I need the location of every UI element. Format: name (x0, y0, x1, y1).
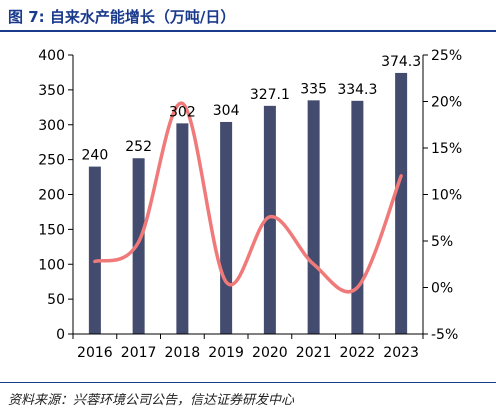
left-tick-label: 200 (38, 188, 65, 204)
x-tick-label-2016: 2016 (77, 345, 113, 361)
left-tick-label: 150 (38, 222, 65, 238)
bar-2016 (88, 166, 101, 334)
right-tick-label: 10% (431, 188, 462, 204)
left-tick-label: 100 (38, 257, 65, 273)
bar-label-2019: 304 (213, 103, 240, 119)
right-tick-label: 15% (431, 141, 462, 157)
bar-label-2018: 302 (169, 104, 196, 120)
right-tick-label: 5% (431, 234, 453, 250)
x-tick-label-2017: 2017 (121, 345, 157, 361)
x-tick-label-2021: 2021 (296, 345, 332, 361)
bar-label-2023: 374.3 (381, 54, 421, 70)
growth-line (93, 101, 403, 294)
bar-label-2016: 240 (82, 148, 109, 164)
right-tick-label: 0% (431, 281, 453, 297)
bar-2021 (307, 100, 320, 335)
bar-2017 (132, 158, 145, 334)
bar-2018 (176, 123, 189, 334)
left-tick-label: 50 (47, 292, 65, 308)
left-tick-label: 0 (56, 327, 65, 343)
bar-2020 (263, 105, 276, 334)
x-tick-label-2018: 2018 (165, 345, 201, 361)
bar-series (88, 72, 408, 335)
left-tick-label: 400 (38, 48, 65, 64)
left-tick-label: 250 (38, 153, 65, 169)
growth-line-series (93, 101, 403, 294)
axes (68, 54, 428, 339)
bar-2022 (351, 100, 364, 335)
figure-title: 图 7: 自来水产能增长（万吨/日） (8, 8, 236, 26)
x-tick-label-2020: 2020 (252, 345, 288, 361)
bar-2023 (395, 72, 408, 334)
x-tick-label-2022: 2022 (340, 345, 376, 361)
x-tick-label-2023: 2023 (383, 345, 419, 361)
source-divider (0, 382, 496, 383)
right-tick-label: 25% (431, 48, 462, 64)
bar-label-2021: 335 (300, 81, 327, 97)
bar-label-2020: 327.1 (250, 87, 290, 103)
right-tick-label: 20% (431, 95, 462, 111)
title-divider (0, 30, 496, 32)
left-tick-label: 350 (38, 83, 65, 99)
left-tick-label: 300 (38, 118, 65, 134)
bar-label-2022: 334.3 (337, 82, 377, 98)
x-tick-label-2019: 2019 (208, 345, 244, 361)
bar-2019 (220, 121, 233, 335)
tick-labels: 0 50 100 150 200 250 300 350 400 -5% 0% 5% 10% 15% 20%… (38, 48, 462, 361)
bar-label-2017: 252 (125, 139, 152, 155)
source-note: 资料来源：兴蓉环境公司公告，信达证券研发中心 (8, 393, 295, 408)
right-tick-label: -5% (431, 327, 458, 343)
